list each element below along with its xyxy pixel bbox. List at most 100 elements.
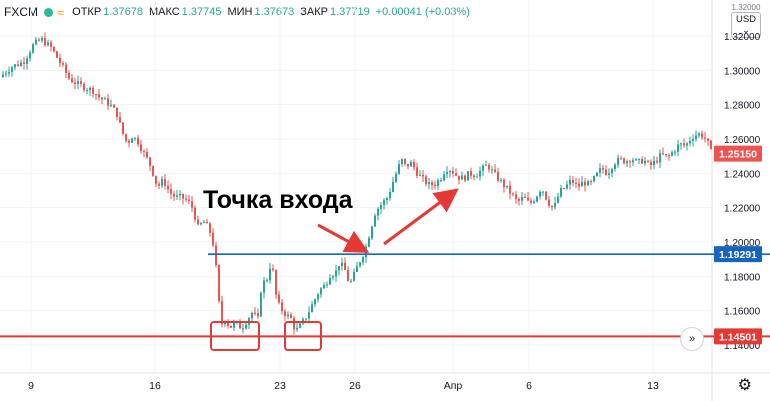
candle-body xyxy=(257,313,259,317)
candle-body xyxy=(527,197,529,201)
stat-open-value: 1.37678 xyxy=(103,6,143,18)
candle-body xyxy=(98,94,100,98)
candle-body xyxy=(452,171,454,174)
candle-body xyxy=(35,39,37,45)
candle-body xyxy=(380,205,382,209)
candle-body xyxy=(152,165,154,176)
candle-body xyxy=(221,301,223,325)
candle-body xyxy=(425,176,427,185)
price-label-bg xyxy=(714,246,762,263)
candle-body xyxy=(521,196,523,201)
candle-body xyxy=(272,268,274,271)
candle-body xyxy=(101,97,103,100)
candle-body xyxy=(497,171,499,181)
candle-body xyxy=(167,185,169,190)
candle-body xyxy=(689,140,691,144)
candle-body xyxy=(404,158,406,164)
candle-body xyxy=(458,175,460,180)
x-tick-label: Апр xyxy=(444,380,463,392)
candle-body xyxy=(377,208,379,216)
candle-body xyxy=(161,179,163,186)
candle-body xyxy=(476,176,478,178)
candle-body xyxy=(47,42,49,46)
candle-body xyxy=(542,191,544,193)
candle-body xyxy=(239,321,241,329)
stat-low-value: 1.37673 xyxy=(254,6,295,18)
candle-body xyxy=(470,171,472,176)
candle-body xyxy=(341,262,343,267)
candle-body xyxy=(269,268,271,281)
currency-label: USD xyxy=(735,14,757,25)
candle-body xyxy=(38,39,40,41)
candle-body xyxy=(323,285,325,289)
candle-body xyxy=(626,161,628,164)
candle-body xyxy=(710,140,712,149)
candle-body xyxy=(560,188,562,197)
candle-body xyxy=(386,198,388,201)
entry-point-annotation: Точка входа xyxy=(203,186,353,214)
candle-body xyxy=(611,169,613,174)
candle-body xyxy=(146,151,148,158)
price-label: 1.19291 xyxy=(719,249,757,261)
candle-body xyxy=(548,199,550,206)
candle-body xyxy=(680,143,682,145)
candle-body xyxy=(203,221,205,224)
candle-body xyxy=(524,196,526,198)
scroll-to-realtime-icon[interactable]: » xyxy=(680,327,704,351)
candle-body xyxy=(74,82,76,85)
candle-body xyxy=(197,219,199,225)
settings-gear-icon[interactable]: ⚙ xyxy=(737,377,752,394)
y-tick-label: 1.20000 xyxy=(724,238,761,249)
x-tick-label: 13 xyxy=(647,380,659,392)
candle-body xyxy=(53,46,55,52)
candle-body xyxy=(644,160,646,164)
candle-body xyxy=(155,175,157,184)
candle-body xyxy=(428,182,430,185)
candle-body xyxy=(539,191,541,197)
candle-body xyxy=(686,143,688,146)
stat-change-value: +0.00041 (+0.03%) xyxy=(375,6,470,18)
stat-close-label: ЗАКР xyxy=(300,6,328,18)
candle-body xyxy=(392,181,394,192)
candle-body xyxy=(293,318,295,330)
candle-body xyxy=(665,154,667,156)
candle-body xyxy=(443,174,445,181)
candle-body xyxy=(395,173,397,182)
candle-body xyxy=(584,181,586,186)
y-tick-label: 1.32000 xyxy=(724,32,761,43)
candle-body xyxy=(311,304,313,313)
highlight-box-1 xyxy=(210,321,260,351)
candle-body xyxy=(431,182,433,186)
candle-body xyxy=(143,151,145,153)
candle-body xyxy=(662,153,664,155)
candle-body xyxy=(437,180,439,187)
candle-body xyxy=(173,193,175,197)
candle-body xyxy=(533,201,535,203)
candle-body xyxy=(566,184,568,189)
symbol-label[interactable]: FXCM xyxy=(4,5,38,19)
candle-body xyxy=(56,51,58,58)
candle-body xyxy=(347,269,349,282)
candle-body xyxy=(77,81,79,85)
candle-body xyxy=(587,181,589,186)
x-tick-label: 6 xyxy=(526,380,532,392)
candle-body xyxy=(59,57,61,64)
highlight-box-2 xyxy=(284,321,322,351)
candle-body xyxy=(8,71,10,74)
candle-body xyxy=(176,195,178,197)
y-tick-label: 1.30000 xyxy=(724,66,761,77)
candle-body xyxy=(599,167,601,173)
candle-body xyxy=(509,185,511,194)
candle-body xyxy=(455,173,457,176)
candle-body xyxy=(128,140,130,143)
candle-body xyxy=(488,164,490,170)
candle-body xyxy=(320,288,322,295)
candle-body xyxy=(515,194,517,199)
candle-body xyxy=(623,158,625,164)
currency-selector[interactable]: 1.32000 USD ⌄ xyxy=(731,3,761,38)
candle-body xyxy=(86,90,88,92)
currency-top-price: 1.32000 xyxy=(731,3,761,12)
candle-body xyxy=(572,179,574,183)
candle-body xyxy=(260,292,262,317)
